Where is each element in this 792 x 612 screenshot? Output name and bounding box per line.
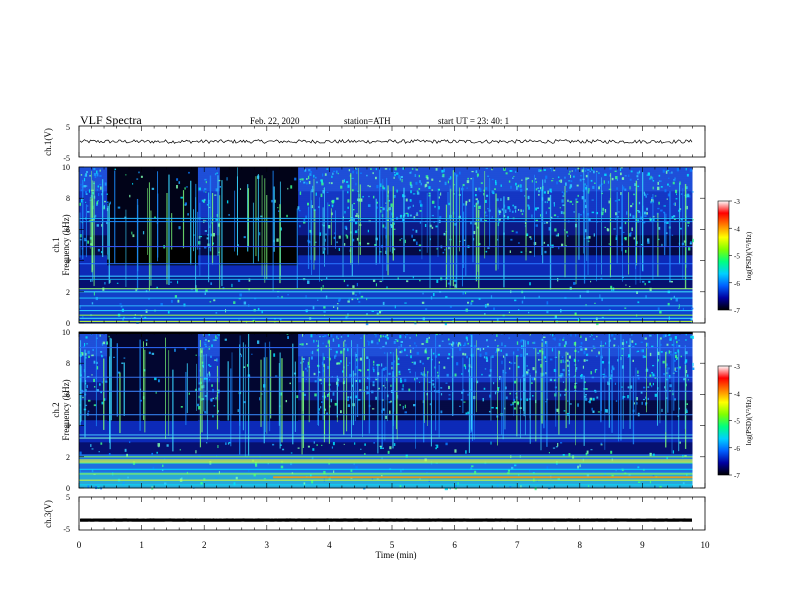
ch1-spectrogram-ylabel-channel: ch.1 — [51, 237, 61, 252]
colorbar-tick-label: -4 — [734, 225, 740, 233]
frequency-tick-label: 2 — [66, 288, 70, 297]
x-tick-label: 9 — [640, 540, 645, 550]
ch2-spectrogram-panel: 0 2 4 6 8 10 ch.2 Frequency (kHz) — [51, 328, 706, 493]
time-axis-label: Time (min) — [376, 550, 417, 560]
station-label: station=ATH — [344, 116, 391, 126]
frequency-tick-label: 10 — [62, 328, 70, 337]
colorbar-tick-label: -4 — [734, 390, 740, 398]
ch1-spectrogram-panel: 0 2 4 6 8 10 ch.1 Frequency (kHz) — [51, 163, 706, 328]
frequency-tick-label: 0 — [66, 319, 70, 328]
x-tick-label: 8 — [578, 540, 583, 550]
colorbar-tick-label: -7 — [734, 472, 740, 480]
ch2-spectrogram-ylabel-frequency: Frequency (kHz) — [61, 379, 71, 440]
x-tick-label: 2 — [202, 540, 207, 550]
frequency-tick-label: 2 — [66, 453, 70, 462]
ch2-colorbar-label: log(PSD)(V²/Hz) — [745, 396, 753, 445]
x-tick-label: 7 — [515, 540, 520, 550]
ch1-ytick-bottom: -5 — [63, 154, 70, 163]
ch3-ytick-bottom: -5 — [63, 525, 70, 534]
x-tick-label: 4 — [327, 540, 332, 550]
colorbar-tick-label: -7 — [734, 307, 740, 315]
ch1-spectrogram-ylabel-frequency: Frequency (kHz) — [61, 214, 71, 275]
ch1-colorbar: -3 -4 -5 -6 -7 log(PSD)(V²/Hz) — [717, 198, 753, 315]
frequency-tick-label: 4 — [66, 257, 70, 266]
colorbar-tick-label: -3 — [734, 363, 740, 371]
figure-title: VLF Spectra — [80, 113, 142, 127]
ch1-ytick-top: 5 — [66, 123, 70, 132]
ch3-ytick-top: 5 — [66, 493, 70, 502]
ch1-colorbar-gradient — [717, 200, 730, 311]
ch1-colorbar-label: log(PSD)(V²/Hz) — [745, 231, 753, 280]
colorbar-tick-label: -5 — [734, 418, 740, 426]
x-tick-label: 6 — [452, 540, 457, 550]
frequency-tick-label: 6 — [66, 390, 70, 399]
x-tick-label: 5 — [390, 540, 395, 550]
ch1-spectrogram-image — [79, 167, 694, 326]
date-label: Feb. 22, 2020 — [250, 116, 300, 126]
ch1-waveform-panel: 5 -5 ch.1(V) — [43, 123, 706, 163]
frequency-tick-label: 6 — [66, 225, 70, 234]
frequency-tick-label: 8 — [66, 359, 70, 368]
ch3-waveform-panel: 5 -5 ch.3(V) — [43, 493, 706, 534]
frequency-tick-label: 8 — [66, 194, 70, 203]
ch2-colorbar-gradient — [717, 365, 730, 476]
frequency-tick-label: 4 — [66, 422, 70, 431]
ch2-colorbar: -3 -4 -5 -6 -7 log(PSD)(V²/Hz) — [717, 363, 753, 480]
ch1-voltage-ylabel: ch.1(V) — [43, 128, 53, 156]
frequency-tick-label: 0 — [66, 484, 70, 493]
ch2-spectrogram-image — [79, 332, 695, 491]
ch3-voltage-ylabel: ch.3(V) — [43, 500, 53, 528]
colorbar-tick-label: -3 — [734, 198, 740, 206]
ch1-waveform-line — [79, 138, 693, 144]
x-tick-label: 1 — [139, 540, 144, 550]
colorbar-tick-label: -6 — [734, 445, 740, 453]
ch2-spectrogram-ylabel-channel: ch.2 — [51, 402, 61, 417]
x-tick-label: 0 — [77, 540, 82, 550]
time-axis-tick-labels: 0 1 2 3 4 5 6 7 8 9 10 — [77, 540, 710, 550]
colorbar-tick-label: -6 — [734, 280, 740, 288]
x-tick-label: 10 — [701, 540, 711, 550]
start-time-label: start UT = 23: 40: 1 — [438, 116, 509, 126]
x-tick-label: 3 — [265, 540, 270, 550]
frequency-tick-label: 10 — [62, 163, 70, 172]
colorbar-tick-label: -5 — [734, 253, 740, 261]
